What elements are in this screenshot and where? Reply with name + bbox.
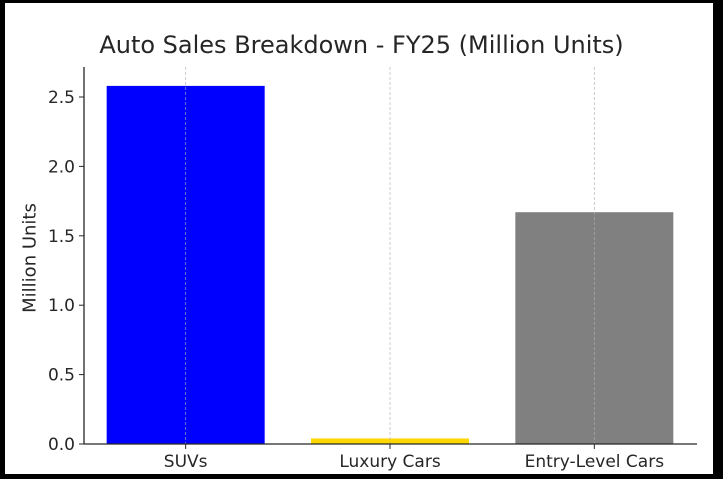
x-tick-label: Entry-Level Cars (525, 452, 665, 472)
y-tick-label: 2.0 (48, 157, 75, 177)
y-tick-label: 0.5 (48, 366, 75, 386)
y-tick-label: 0.0 (48, 435, 75, 455)
y-tick-label: 2.5 (48, 88, 75, 108)
x-tick-label: Luxury Cars (339, 452, 441, 472)
y-tick-label: 1.5 (48, 227, 75, 247)
x-tick-label: SUVs (164, 452, 208, 472)
y-tick-label: 1.0 (48, 296, 75, 316)
bar-luxury-cars (311, 438, 469, 444)
chart-title: Auto Sales Breakdown - FY25 (Million Uni… (99, 31, 624, 59)
